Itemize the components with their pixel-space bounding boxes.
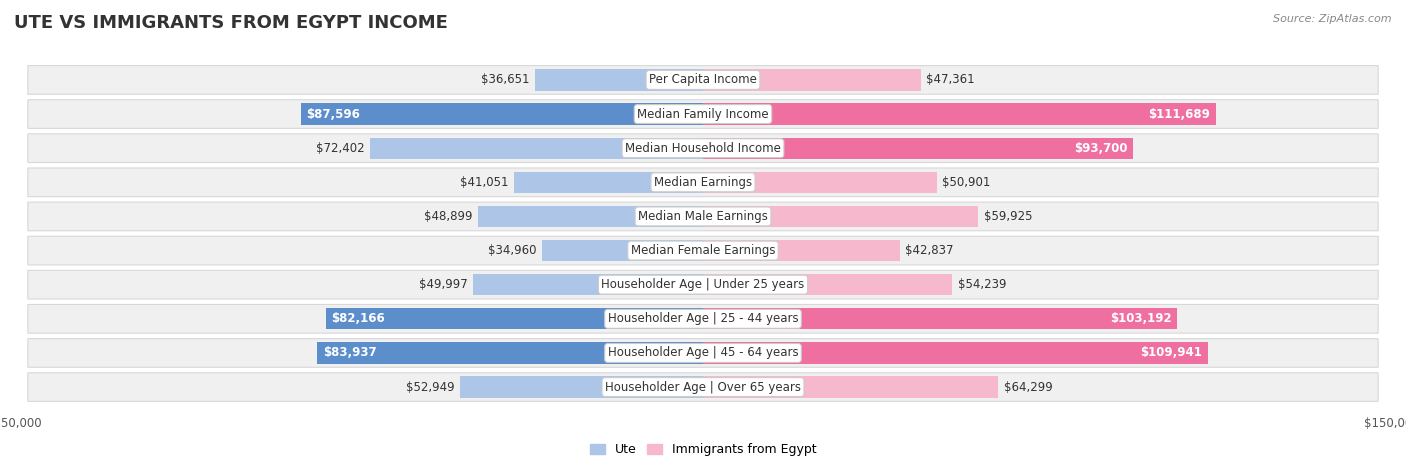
Text: Median Family Income: Median Family Income [637,107,769,120]
Text: Source: ZipAtlas.com: Source: ZipAtlas.com [1274,14,1392,24]
Bar [370,138,703,159]
Text: $87,596: $87,596 [307,107,360,120]
Text: $111,689: $111,689 [1149,107,1211,120]
Text: $36,651: $36,651 [481,73,529,86]
FancyBboxPatch shape [28,373,1378,402]
Text: Median Household Income: Median Household Income [626,142,780,155]
Text: $41,051: $41,051 [460,176,509,189]
Bar [543,240,703,261]
Text: $109,941: $109,941 [1140,347,1202,360]
FancyBboxPatch shape [28,168,1378,197]
FancyBboxPatch shape [28,339,1378,367]
Text: $72,402: $72,402 [316,142,366,155]
Text: Median Earnings: Median Earnings [654,176,752,189]
Bar [703,69,921,91]
Bar [703,104,1216,125]
Bar [703,240,900,261]
FancyBboxPatch shape [28,202,1378,231]
Text: $34,960: $34,960 [488,244,537,257]
Text: Householder Age | Under 25 years: Householder Age | Under 25 years [602,278,804,291]
FancyBboxPatch shape [28,236,1378,265]
Text: Householder Age | 45 - 64 years: Householder Age | 45 - 64 years [607,347,799,360]
Bar [515,172,703,193]
Text: $83,937: $83,937 [323,347,377,360]
Text: Median Male Earnings: Median Male Earnings [638,210,768,223]
Text: UTE VS IMMIGRANTS FROM EGYPT INCOME: UTE VS IMMIGRANTS FROM EGYPT INCOME [14,14,449,32]
FancyBboxPatch shape [28,134,1378,163]
Bar [460,376,703,398]
Text: $103,192: $103,192 [1109,312,1171,325]
Bar [318,342,703,363]
Bar [534,69,703,91]
Text: $50,901: $50,901 [942,176,991,189]
Text: $52,949: $52,949 [406,381,454,394]
FancyBboxPatch shape [28,65,1378,94]
Text: $93,700: $93,700 [1074,142,1128,155]
Bar [703,172,936,193]
Text: $49,997: $49,997 [419,278,468,291]
Bar [703,206,979,227]
Text: $47,361: $47,361 [927,73,974,86]
Text: Per Capita Income: Per Capita Income [650,73,756,86]
Bar [703,342,1208,363]
Text: $59,925: $59,925 [984,210,1032,223]
Text: Householder Age | Over 65 years: Householder Age | Over 65 years [605,381,801,394]
Text: Median Female Earnings: Median Female Earnings [631,244,775,257]
Text: $48,899: $48,899 [425,210,472,223]
Legend: Ute, Immigrants from Egypt: Ute, Immigrants from Egypt [585,439,821,461]
Bar [703,138,1133,159]
Bar [478,206,703,227]
Bar [703,308,1177,329]
FancyBboxPatch shape [28,270,1378,299]
Text: $64,299: $64,299 [1004,381,1053,394]
Text: $42,837: $42,837 [905,244,953,257]
Text: $54,239: $54,239 [957,278,1007,291]
FancyBboxPatch shape [28,304,1378,333]
FancyBboxPatch shape [28,100,1378,128]
Bar [301,104,703,125]
Bar [703,274,952,295]
Text: $82,166: $82,166 [332,312,385,325]
Bar [703,376,998,398]
Text: Householder Age | 25 - 44 years: Householder Age | 25 - 44 years [607,312,799,325]
Bar [326,308,703,329]
Bar [474,274,703,295]
